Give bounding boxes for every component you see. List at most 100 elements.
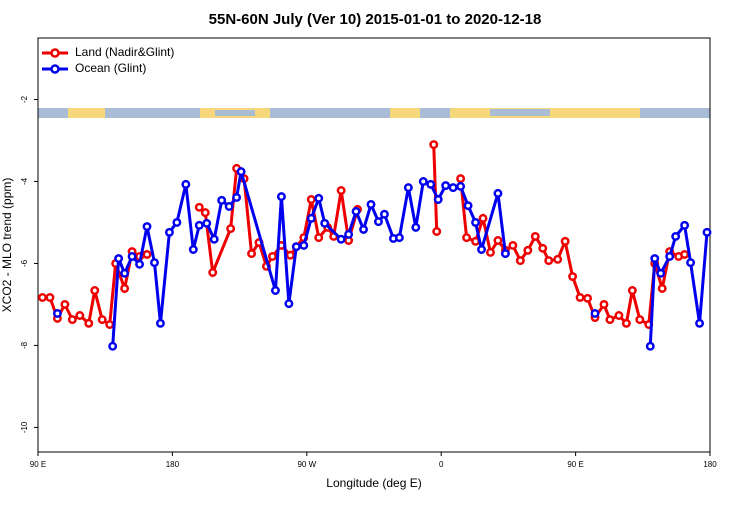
y-tick-label: -6 <box>20 259 29 267</box>
data-point <box>463 201 473 211</box>
data-point <box>433 195 443 204</box>
data-point <box>97 315 107 325</box>
data-point <box>247 249 256 259</box>
data-point <box>429 140 439 150</box>
x-tick-label: 90 E <box>567 460 583 469</box>
data-point <box>456 174 466 184</box>
map-strip <box>38 108 710 118</box>
data-point <box>142 222 152 232</box>
data-point <box>52 309 62 318</box>
data-point <box>224 202 234 211</box>
data-point <box>188 245 198 254</box>
data-point <box>426 179 436 189</box>
data-point <box>299 240 309 250</box>
y-tick-label: -4 <box>20 177 29 185</box>
legend-label: Land (Nadir&Glint) <box>75 45 174 59</box>
data-point <box>194 220 204 230</box>
data-point <box>127 252 137 261</box>
data-point <box>60 299 70 309</box>
data-point <box>291 242 301 252</box>
data-point <box>194 202 204 212</box>
data-point <box>164 227 174 237</box>
chart-title: 55N-60N July (Ver 10) 2015-01-01 to 2020… <box>209 11 542 28</box>
data-point <box>590 309 600 318</box>
data-point <box>680 220 690 230</box>
data-point <box>374 217 383 227</box>
data-point <box>575 293 585 302</box>
data-point <box>671 231 681 241</box>
data-point <box>306 213 316 223</box>
data-point <box>276 192 286 202</box>
data-point <box>156 318 165 328</box>
data-point <box>614 311 624 320</box>
data-point <box>232 193 242 202</box>
x-tick-label: 180 <box>703 460 717 469</box>
data-point <box>351 206 361 216</box>
data-point <box>172 218 182 227</box>
data-point <box>114 254 124 263</box>
data-point <box>200 208 210 218</box>
data-point <box>471 218 480 227</box>
data-point <box>268 252 277 261</box>
data-point <box>553 254 563 264</box>
legend-label: Ocean (Glint) <box>75 61 146 75</box>
y-axis-label: XCO2 - MLO trend (ppm) <box>0 178 14 313</box>
data-point <box>462 233 472 243</box>
data-point <box>432 227 442 236</box>
data-point <box>560 236 570 246</box>
data-point <box>680 249 690 259</box>
y-tick-label: -2 <box>20 95 29 103</box>
data-point <box>75 311 85 320</box>
data-point <box>515 256 525 266</box>
data-point <box>336 234 346 244</box>
data-point <box>394 233 404 243</box>
x-tick-label: 0 <box>439 460 444 469</box>
data-point <box>366 199 376 209</box>
data-point <box>359 224 368 234</box>
x-tick-label: 90 E <box>30 460 46 469</box>
x-tick-label: 90 W <box>297 460 316 469</box>
data-point <box>441 181 451 191</box>
data-point <box>150 258 159 268</box>
data-point <box>650 254 660 263</box>
data-point <box>523 245 533 255</box>
data-point <box>508 240 518 250</box>
data-point <box>599 299 609 309</box>
data-point <box>270 286 280 295</box>
data-point <box>217 195 227 205</box>
data-point <box>314 233 324 243</box>
data-point <box>306 195 316 204</box>
data-point <box>403 183 413 193</box>
data-point <box>605 315 615 325</box>
data-point <box>285 250 295 260</box>
data-point <box>500 249 510 259</box>
data-point <box>411 222 421 232</box>
data-point <box>336 186 346 195</box>
data-point <box>686 258 696 268</box>
data-point <box>344 229 354 239</box>
plot-frame <box>37 37 711 453</box>
data-point <box>181 179 191 189</box>
data-point <box>583 293 592 303</box>
data-point <box>478 213 488 223</box>
data-point <box>202 218 212 228</box>
data-point <box>84 318 94 328</box>
data-point <box>627 286 637 295</box>
data-point <box>226 224 236 234</box>
data-point <box>657 283 667 293</box>
legend-marker <box>50 64 60 74</box>
data-point <box>284 299 294 309</box>
data-point <box>702 227 712 237</box>
data-point <box>456 181 466 191</box>
data-point <box>645 341 655 351</box>
data-point <box>105 320 115 329</box>
data-point <box>477 245 486 254</box>
y-tick-label: -8 <box>20 341 29 349</box>
y-tick-label: -10 <box>20 421 29 433</box>
data-point <box>314 193 324 203</box>
data-point <box>120 283 130 293</box>
x-tick-label: 180 <box>166 460 180 469</box>
data-point <box>493 188 503 198</box>
data-point <box>448 183 458 193</box>
data-point <box>695 318 704 328</box>
